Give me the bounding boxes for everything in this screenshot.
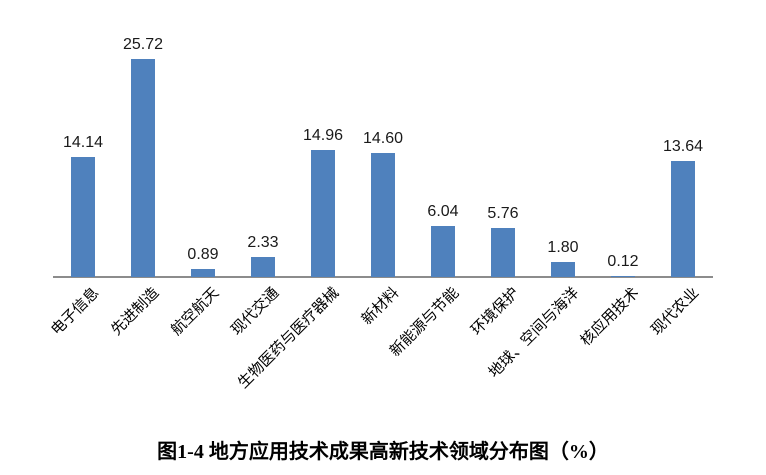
bar (551, 262, 575, 277)
bar (431, 226, 455, 277)
bar (311, 150, 335, 277)
bar (671, 161, 695, 277)
bar-value-label: 0.12 (607, 253, 639, 270)
bar-value-label: 14.96 (302, 127, 344, 144)
bar-value-label: 14.14 (62, 134, 104, 151)
category-label: 现代交通 (228, 285, 283, 339)
category-label: 电子信息 (48, 285, 103, 339)
bar-value-label: 6.04 (427, 203, 459, 220)
bar (191, 269, 215, 277)
bar (371, 153, 395, 277)
bar-value-label: 2.33 (247, 234, 279, 251)
category-label: 新材料 (359, 285, 403, 329)
category-label: 现代农业 (648, 285, 703, 339)
bar-value-label: 25.72 (122, 36, 164, 53)
bar-value-label: 13.64 (662, 138, 704, 155)
bar-value-label: 0.89 (187, 246, 219, 263)
bar-value-label: 14.60 (362, 130, 404, 147)
x-axis-line (53, 276, 713, 278)
category-label: 航空航天 (168, 285, 223, 339)
bar (491, 228, 515, 277)
bar (251, 257, 275, 277)
category-label: 生物医药与医疗器械 (235, 285, 343, 392)
chart-title: 图1-4 地方应用技术成果高新技术领域分布图（%） (157, 441, 609, 463)
category-label: 环境保护 (468, 285, 523, 339)
bar-value-label: 5.76 (487, 205, 519, 222)
category-label: 核应用技术 (577, 285, 643, 350)
bar (131, 59, 155, 277)
bar (611, 276, 635, 277)
category-label: 先进制造 (108, 285, 163, 339)
bar-value-label: 1.80 (547, 239, 579, 256)
bar (71, 157, 95, 277)
